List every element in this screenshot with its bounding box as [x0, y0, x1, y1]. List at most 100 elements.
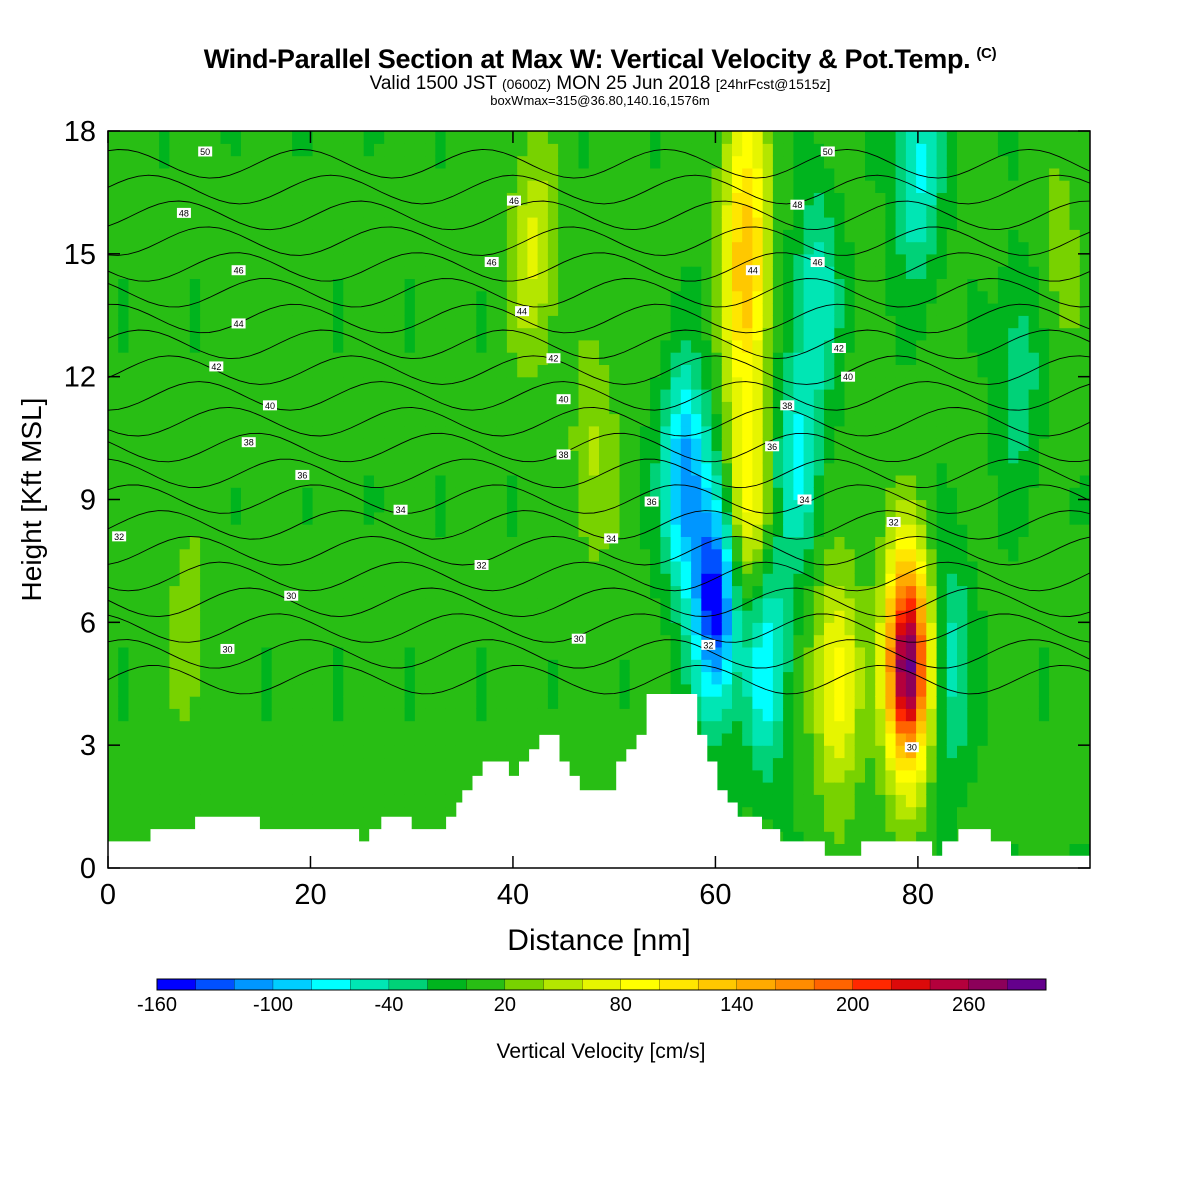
chart-title: Wind-Parallel Section at Max W: Vertical…: [150, 44, 1050, 75]
velocity-cell: [588, 253, 600, 267]
velocity-cell: [599, 511, 610, 525]
velocity-cell: [537, 622, 549, 636]
velocity-cell: [148, 401, 160, 415]
velocity-cell: [251, 462, 262, 476]
velocity-cell: [660, 413, 672, 427]
velocity-cell: [128, 720, 140, 734]
velocity-cell: [609, 266, 620, 279]
velocity-cell: [384, 708, 395, 722]
velocity-cell: [660, 425, 672, 439]
chart-title-text: Wind-Parallel Section at Max W: Vertical…: [203, 44, 971, 74]
velocity-cell: [148, 266, 160, 279]
velocity-cell: [138, 462, 150, 476]
velocity-cell: [302, 217, 314, 230]
velocity-cell: [179, 364, 191, 378]
velocity-cell: [169, 560, 181, 574]
velocity-cell: [486, 131, 498, 144]
velocity-cell: [732, 143, 743, 157]
velocity-cell: [230, 610, 242, 623]
velocity-cell: [261, 818, 273, 832]
velocity-cell: [629, 560, 641, 574]
velocity-cell: [670, 610, 682, 623]
velocity-cell: [639, 720, 651, 734]
velocity-cell: [619, 597, 631, 611]
velocity-cell: [271, 548, 283, 562]
velocity-cell: [568, 204, 580, 218]
velocity-cell: [885, 352, 897, 365]
velocity-cell: [466, 180, 477, 193]
velocity-cell: [517, 671, 528, 685]
velocity-cell: [496, 266, 508, 279]
velocity-cell: [343, 462, 355, 476]
velocity-cell: [455, 560, 467, 574]
velocity-cell: [946, 389, 958, 402]
velocity-cell: [752, 524, 764, 537]
velocity-cell: [251, 167, 262, 181]
velocity-cell: [292, 560, 303, 574]
velocity-cell: [517, 290, 528, 304]
velocity-cell: [742, 131, 753, 144]
velocity-cell: [506, 352, 518, 365]
velocity-cell: [302, 745, 314, 759]
velocity-cell: [445, 266, 457, 279]
velocity-cell: [844, 634, 856, 648]
velocity-cell: [609, 708, 620, 722]
velocity-cell: [711, 560, 723, 574]
velocity-cell: [148, 585, 160, 599]
velocity-cell: [312, 511, 324, 525]
velocity-cell: [271, 511, 283, 525]
velocity-cell: [895, 794, 907, 808]
velocity-cell: [752, 143, 764, 157]
velocity-cell: [865, 732, 876, 746]
velocity-cell: [128, 389, 140, 402]
velocity-cell: [619, 131, 631, 144]
velocity-cell: [179, 143, 191, 157]
velocity-cell: [547, 524, 559, 537]
velocity-cell: [946, 745, 958, 759]
velocity-cell: [558, 560, 569, 574]
velocity-cell: [425, 548, 436, 562]
velocity-cell: [588, 499, 600, 513]
velocity-cell: [916, 597, 927, 611]
velocity-cell: [946, 413, 958, 427]
velocity-cell: [824, 745, 835, 759]
velocity-cell: [650, 450, 661, 464]
velocity-cell: [568, 352, 580, 365]
velocity-cell: [895, 217, 907, 230]
velocity-cell: [803, 732, 815, 746]
velocity-cell: [905, 585, 917, 599]
velocity-cell: [108, 155, 119, 169]
velocity-cell: [936, 474, 948, 488]
velocity-cell: [946, 732, 958, 746]
velocity-cell: [414, 782, 426, 795]
velocity-cell: [251, 782, 262, 795]
velocity-cell: [670, 524, 682, 537]
velocity-cell: [435, 290, 447, 304]
velocity-cell: [384, 327, 395, 341]
velocity-cell: [916, 794, 927, 808]
velocity-cell: [926, 167, 938, 181]
velocity-cell: [803, 438, 815, 451]
velocity-cell: [946, 818, 958, 832]
velocity-cell: [844, 573, 856, 587]
velocity-cell: [251, 327, 262, 341]
velocity-cell: [363, 401, 375, 415]
velocity-cell: [721, 401, 733, 415]
velocity-cell: [834, 487, 846, 501]
velocity-cell: [670, 327, 682, 341]
velocity-cell: [895, 671, 907, 685]
velocity-cell: [568, 732, 580, 746]
velocity-cell: [220, 634, 232, 648]
velocity-cell: [414, 413, 426, 427]
velocity-cell: [108, 560, 119, 574]
velocity-cell: [486, 487, 498, 501]
velocity-cell: [885, 524, 897, 537]
velocity-cell: [752, 253, 764, 267]
velocity-cell: [578, 266, 590, 279]
velocity-cell: [241, 278, 252, 292]
velocity-cell: [343, 192, 355, 206]
velocity-cell: [425, 646, 436, 660]
velocity-cell: [128, 560, 140, 574]
velocity-cell: [691, 560, 702, 574]
velocity-cell: [854, 204, 866, 218]
